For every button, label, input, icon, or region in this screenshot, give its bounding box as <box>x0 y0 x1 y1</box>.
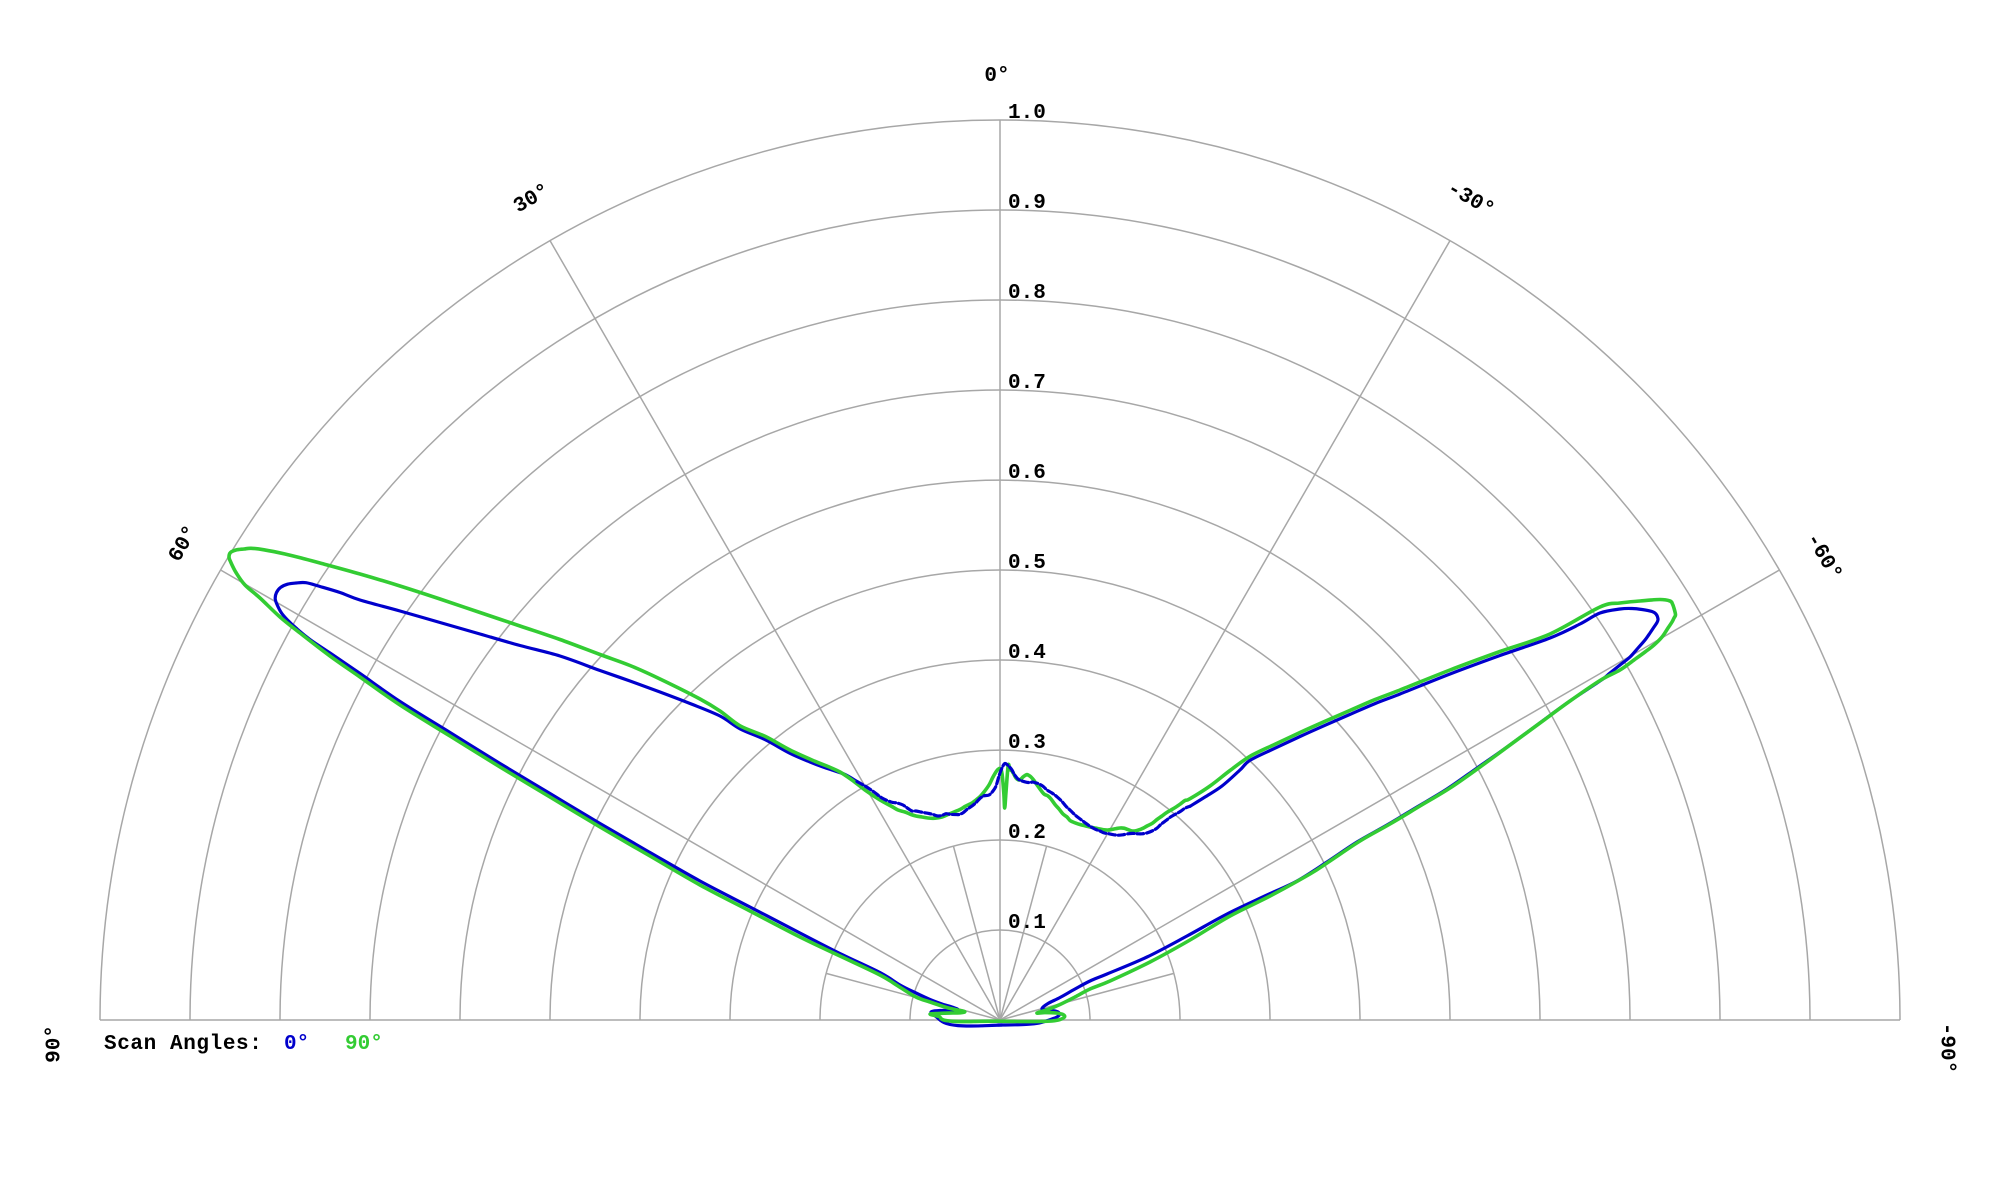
svg-text:90°: 90° <box>345 1033 383 1056</box>
svg-text:-90°: -90° <box>1935 1023 1958 1073</box>
svg-text:Scan Angles:: Scan Angles: <box>104 1033 262 1056</box>
svg-text:0.2: 0.2 <box>1008 822 1046 845</box>
svg-text:1.0: 1.0 <box>1008 102 1046 125</box>
svg-text:0.9: 0.9 <box>1008 192 1046 215</box>
svg-text:0.1: 0.1 <box>1008 912 1046 935</box>
svg-text:0.6: 0.6 <box>1008 462 1046 485</box>
svg-text:0.7: 0.7 <box>1008 372 1046 395</box>
svg-text:0.4: 0.4 <box>1008 642 1046 665</box>
svg-text:0.8: 0.8 <box>1008 282 1046 305</box>
svg-text:90°: 90° <box>44 1025 67 1063</box>
svg-text:0.5: 0.5 <box>1008 552 1046 575</box>
svg-text:0°: 0° <box>984 65 1009 88</box>
svg-text:0°: 0° <box>284 1033 309 1056</box>
svg-text:0.3: 0.3 <box>1008 732 1046 755</box>
